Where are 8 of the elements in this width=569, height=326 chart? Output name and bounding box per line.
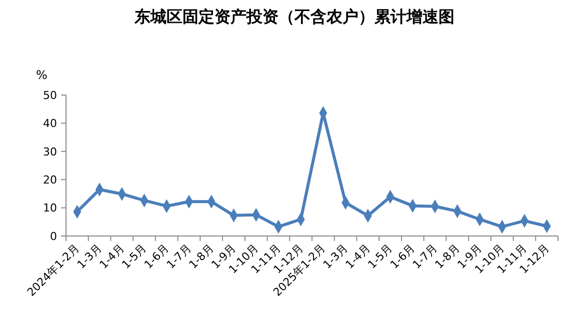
y-tick-label: 50: [43, 88, 57, 102]
y-tick-label: 20: [43, 173, 57, 186]
chart-title: 东城区固定资产投资（不含农户）累计增速图: [134, 7, 454, 26]
y-tick-label: 10: [43, 202, 57, 215]
y-tick-label: 0: [50, 230, 57, 243]
y-tick-label: 40: [43, 117, 57, 130]
y-tick-label: 30: [43, 145, 57, 158]
y-axis-title: %: [36, 68, 48, 82]
